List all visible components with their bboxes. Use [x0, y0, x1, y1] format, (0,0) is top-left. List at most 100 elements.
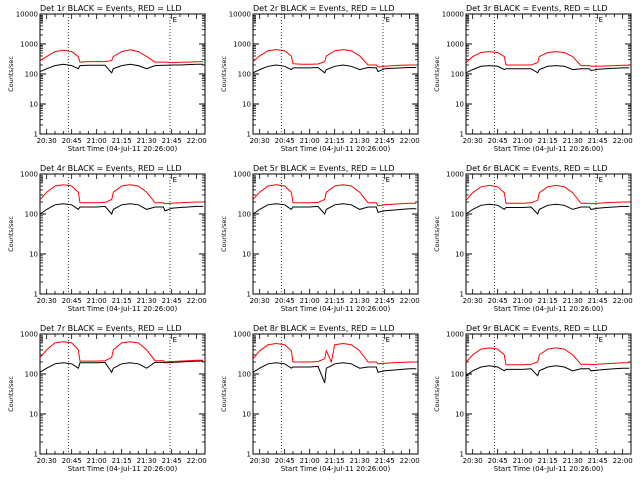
- series-line-events: [252, 64, 417, 74]
- x-tick-label: 21:15: [112, 137, 132, 145]
- x-tick-label: 21:00: [87, 297, 107, 305]
- y-tick-label: 1000: [20, 171, 38, 179]
- flag-label: E: [386, 336, 390, 344]
- x-tick-label: 21:30: [137, 297, 157, 305]
- y-tick-label: 1000: [233, 171, 251, 179]
- series-line-lld: [39, 341, 204, 363]
- series-line-events: [465, 365, 630, 377]
- y-tick-label: 1000: [20, 331, 38, 339]
- x-tick-label: 21:00: [300, 457, 320, 465]
- series-line-lld: [465, 51, 630, 67]
- x-tick-label: 21:45: [375, 297, 395, 305]
- x-tick-label: 21:30: [137, 457, 157, 465]
- flag-label: E: [173, 336, 177, 344]
- y-tick-label: 10: [242, 251, 251, 259]
- x-tick-label: 20:30: [463, 137, 483, 145]
- x-tick-label: 20:30: [250, 297, 270, 305]
- y-axis-label: Counts/sec: [220, 216, 228, 252]
- y-tick-label: 1000: [446, 41, 464, 49]
- y-tick-label: 1: [34, 451, 38, 459]
- y-axis-label: Counts/sec: [7, 376, 15, 412]
- x-axis-label: Start Time (04-Jul-11 20:26:00): [68, 145, 178, 153]
- x-tick-label: 21:00: [513, 457, 533, 465]
- series-line-lld: [252, 184, 417, 207]
- x-tick-label: 22:00: [187, 137, 207, 145]
- x-tick-label: 21:15: [112, 457, 132, 465]
- x-tick-label: 21:45: [162, 297, 182, 305]
- series-line-events: [252, 203, 417, 215]
- flag-label: E: [173, 176, 177, 184]
- x-tick-label: 21:30: [563, 137, 583, 145]
- series-line-lld: [465, 184, 630, 205]
- panel-title: Det 8r BLACK = Events, RED = LLD: [253, 324, 395, 333]
- y-tick-label: 10: [242, 101, 251, 109]
- x-tick-label: 22:00: [613, 137, 633, 145]
- y-axis-label: Counts/sec: [220, 376, 228, 412]
- flag-label: E: [599, 16, 603, 24]
- axes-frame: [39, 173, 206, 295]
- x-tick-label: 21:00: [513, 297, 533, 305]
- x-tick-label: 21:45: [588, 457, 608, 465]
- y-tick-label: 1000: [233, 41, 251, 49]
- x-tick-label: 20:30: [37, 297, 57, 305]
- x-tick-label: 20:30: [250, 457, 270, 465]
- axes-frame: [465, 333, 632, 455]
- x-tick-label: 21:00: [300, 297, 320, 305]
- y-tick-label: 1: [247, 131, 251, 139]
- x-tick-label: 22:00: [613, 457, 633, 465]
- x-tick-label: 21:00: [87, 137, 107, 145]
- y-tick-label: 10: [242, 411, 251, 419]
- panel-title: Det 9r BLACK = Events, RED = LLD: [466, 324, 608, 333]
- series-line-lld: [39, 184, 204, 205]
- y-tick-label: 100: [25, 71, 38, 79]
- series-line-lld: [252, 49, 417, 68]
- x-tick-label: 21:15: [538, 137, 558, 145]
- x-tick-label: 21:15: [325, 457, 345, 465]
- x-tick-label: 21:45: [162, 457, 182, 465]
- x-tick-label: 20:45: [275, 137, 295, 145]
- axes-frame: [39, 333, 206, 455]
- x-tick-label: 21:30: [350, 137, 370, 145]
- x-tick-label: 20:45: [275, 457, 295, 465]
- x-axis-label: Start Time (04-Jul-11 20:26:00): [68, 305, 178, 313]
- x-tick-label: 21:30: [350, 297, 370, 305]
- y-axis-label: Counts/sec: [7, 216, 15, 252]
- x-tick-label: 21:45: [588, 297, 608, 305]
- x-tick-label: 21:00: [300, 137, 320, 145]
- y-axis-label: Counts/sec: [433, 56, 441, 92]
- y-tick-label: 100: [238, 71, 251, 79]
- x-tick-label: 21:45: [162, 137, 182, 145]
- flag-label: E: [599, 336, 603, 344]
- panel-title: Det 5r BLACK = Events, RED = LLD: [253, 164, 395, 173]
- series-line-lld: [39, 49, 204, 64]
- y-tick-label: 10: [29, 251, 38, 259]
- x-tick-label: 20:30: [37, 457, 57, 465]
- y-tick-label: 1000: [20, 41, 38, 49]
- x-axis-label: Start Time (04-Jul-11 20:26:00): [281, 305, 391, 313]
- x-tick-label: 21:30: [350, 457, 370, 465]
- x-tick-label: 21:30: [563, 297, 583, 305]
- x-tick-label: 21:15: [538, 297, 558, 305]
- y-axis-label: Counts/sec: [220, 56, 228, 92]
- flag-label: E: [599, 176, 603, 184]
- series-line-events: [252, 362, 417, 384]
- series-line-lld: [252, 342, 417, 365]
- y-tick-label: 1: [247, 291, 251, 299]
- x-axis-label: Start Time (04-Jul-11 20:26:00): [494, 465, 604, 473]
- y-tick-label: 1000: [446, 171, 464, 179]
- x-tick-label: 21:30: [137, 137, 157, 145]
- y-tick-label: 10: [29, 411, 38, 419]
- y-tick-label: 10: [455, 251, 464, 259]
- x-tick-label: 20:45: [62, 457, 82, 465]
- series-line-events: [39, 203, 204, 215]
- series-line-events: [465, 203, 630, 215]
- x-tick-label: 21:45: [375, 457, 395, 465]
- flag-label: E: [386, 176, 390, 184]
- panel-title: Det 1r BLACK = Events, RED = LLD: [40, 4, 182, 13]
- series-line-events: [39, 63, 204, 74]
- y-tick-label: 10000: [229, 11, 251, 19]
